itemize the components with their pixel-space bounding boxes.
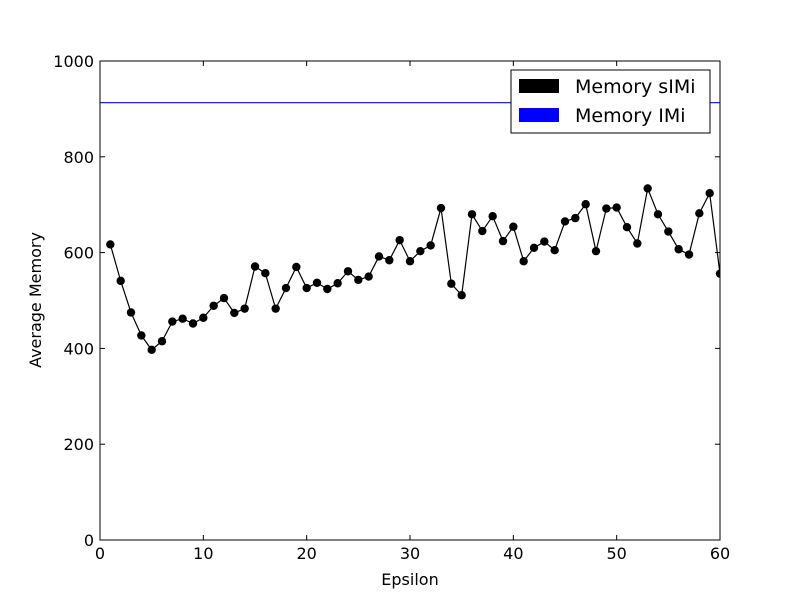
data-point-memory-simi-31 <box>416 246 425 256</box>
data-point-memory-simi-46 <box>571 213 580 223</box>
data-point-memory-simi-54 <box>653 210 663 219</box>
x-tick-label: 20 <box>296 544 316 563</box>
x-tick-label: 10 <box>193 544 213 563</box>
data-point-memory-simi-9 <box>188 319 198 328</box>
x-tick-label: 30 <box>400 544 420 563</box>
y-tick-label: 1000 <box>53 52 94 71</box>
data-point-memory-simi-38 <box>488 212 497 221</box>
data-point-memory-simi-59 <box>705 189 714 198</box>
data-point-memory-simi-24 <box>343 267 353 276</box>
y-tick-label: 800 <box>63 148 94 167</box>
y-tick-label: 400 <box>63 339 94 358</box>
x-tick-label: 40 <box>503 544 523 563</box>
data-point-memory-simi-56 <box>674 245 683 254</box>
plot-area <box>100 102 720 355</box>
x-axis-label: Epsilon <box>381 570 438 589</box>
data-point-memory-simi-48 <box>591 246 601 256</box>
data-point-memory-simi-50 <box>612 203 621 212</box>
data-point-memory-simi-28 <box>385 256 394 265</box>
data-point-memory-simi-8 <box>178 314 187 323</box>
legend-swatch-memory-imi <box>519 108 559 122</box>
data-point-memory-simi-1 <box>106 240 115 249</box>
data-point-memory-simi-35 <box>457 291 466 300</box>
data-point-memory-simi-14 <box>240 304 249 313</box>
data-point-memory-simi-37 <box>478 226 487 236</box>
data-point-memory-simi-57 <box>684 250 694 259</box>
legend-label-memory-simi: Memory sIMi <box>575 76 696 98</box>
data-point-memory-simi-4 <box>137 331 146 340</box>
data-point-memory-simi-42 <box>529 243 539 253</box>
data-point-memory-simi-60 <box>715 269 720 278</box>
data-point-memory-simi-36 <box>467 210 477 219</box>
data-point-memory-simi-3 <box>126 308 136 317</box>
data-point-memory-simi-25 <box>354 275 363 285</box>
data-point-memory-simi-16 <box>261 269 270 278</box>
data-point-memory-simi-49 <box>602 204 611 213</box>
data-point-memory-simi-15 <box>250 262 260 271</box>
legend: Memory sIMi Memory IMi <box>510 69 711 134</box>
data-point-memory-simi-51 <box>622 223 632 232</box>
data-point-memory-simi-52 <box>633 239 642 248</box>
data-point-memory-simi-45 <box>560 217 570 226</box>
data-point-memory-simi-33 <box>436 203 446 213</box>
data-point-memory-simi-17 <box>271 304 280 313</box>
data-point-memory-simi-21 <box>312 278 322 287</box>
data-point-memory-simi-27 <box>374 252 384 261</box>
data-point-memory-simi-30 <box>405 257 415 266</box>
data-point-memory-simi-26 <box>364 272 373 281</box>
data-point-memory-simi-58 <box>695 209 704 218</box>
data-point-memory-simi-29 <box>395 235 404 245</box>
data-point-memory-simi-55 <box>664 227 673 236</box>
series-layer <box>100 102 720 355</box>
data-point-memory-simi-23 <box>333 279 342 288</box>
data-point-memory-simi-20 <box>302 283 311 293</box>
data-point-memory-simi-13 <box>230 308 239 318</box>
data-point-memory-simi-5 <box>147 345 156 355</box>
x-tick-label: 50 <box>606 544 626 563</box>
data-point-memory-simi-34 <box>447 279 456 288</box>
data-point-memory-simi-6 <box>157 337 167 346</box>
data-point-memory-simi-22 <box>323 284 332 294</box>
data-point-memory-simi-41 <box>519 257 528 266</box>
data-point-memory-simi-53 <box>643 184 652 193</box>
data-point-memory-simi-43 <box>540 237 549 246</box>
y-tick-label: 600 <box>63 244 94 263</box>
legend-label-memory-imi: Memory IMi <box>575 105 686 127</box>
y-tick-label: 200 <box>63 435 94 454</box>
data-point-memory-simi-2 <box>116 276 125 286</box>
y-axis-label: Average Memory <box>26 232 45 368</box>
data-point-memory-simi-44 <box>550 246 559 255</box>
data-point-memory-simi-12 <box>219 293 229 303</box>
data-point-memory-simi-19 <box>292 262 301 272</box>
data-point-memory-simi-7 <box>168 317 177 326</box>
data-point-memory-simi-47 <box>581 200 590 209</box>
x-tick-label: 60 <box>710 544 730 563</box>
data-point-memory-simi-32 <box>426 241 435 250</box>
data-point-memory-simi-18 <box>281 283 291 293</box>
legend-swatch-memory-simi <box>519 79 559 93</box>
y-tick-label: 0 <box>84 531 94 550</box>
data-point-memory-simi-11 <box>209 301 218 310</box>
data-point-memory-simi-10 <box>199 313 208 322</box>
data-point-memory-simi-40 <box>509 222 518 231</box>
x-tick-label: 0 <box>95 544 105 563</box>
data-point-memory-simi-39 <box>498 236 508 246</box>
